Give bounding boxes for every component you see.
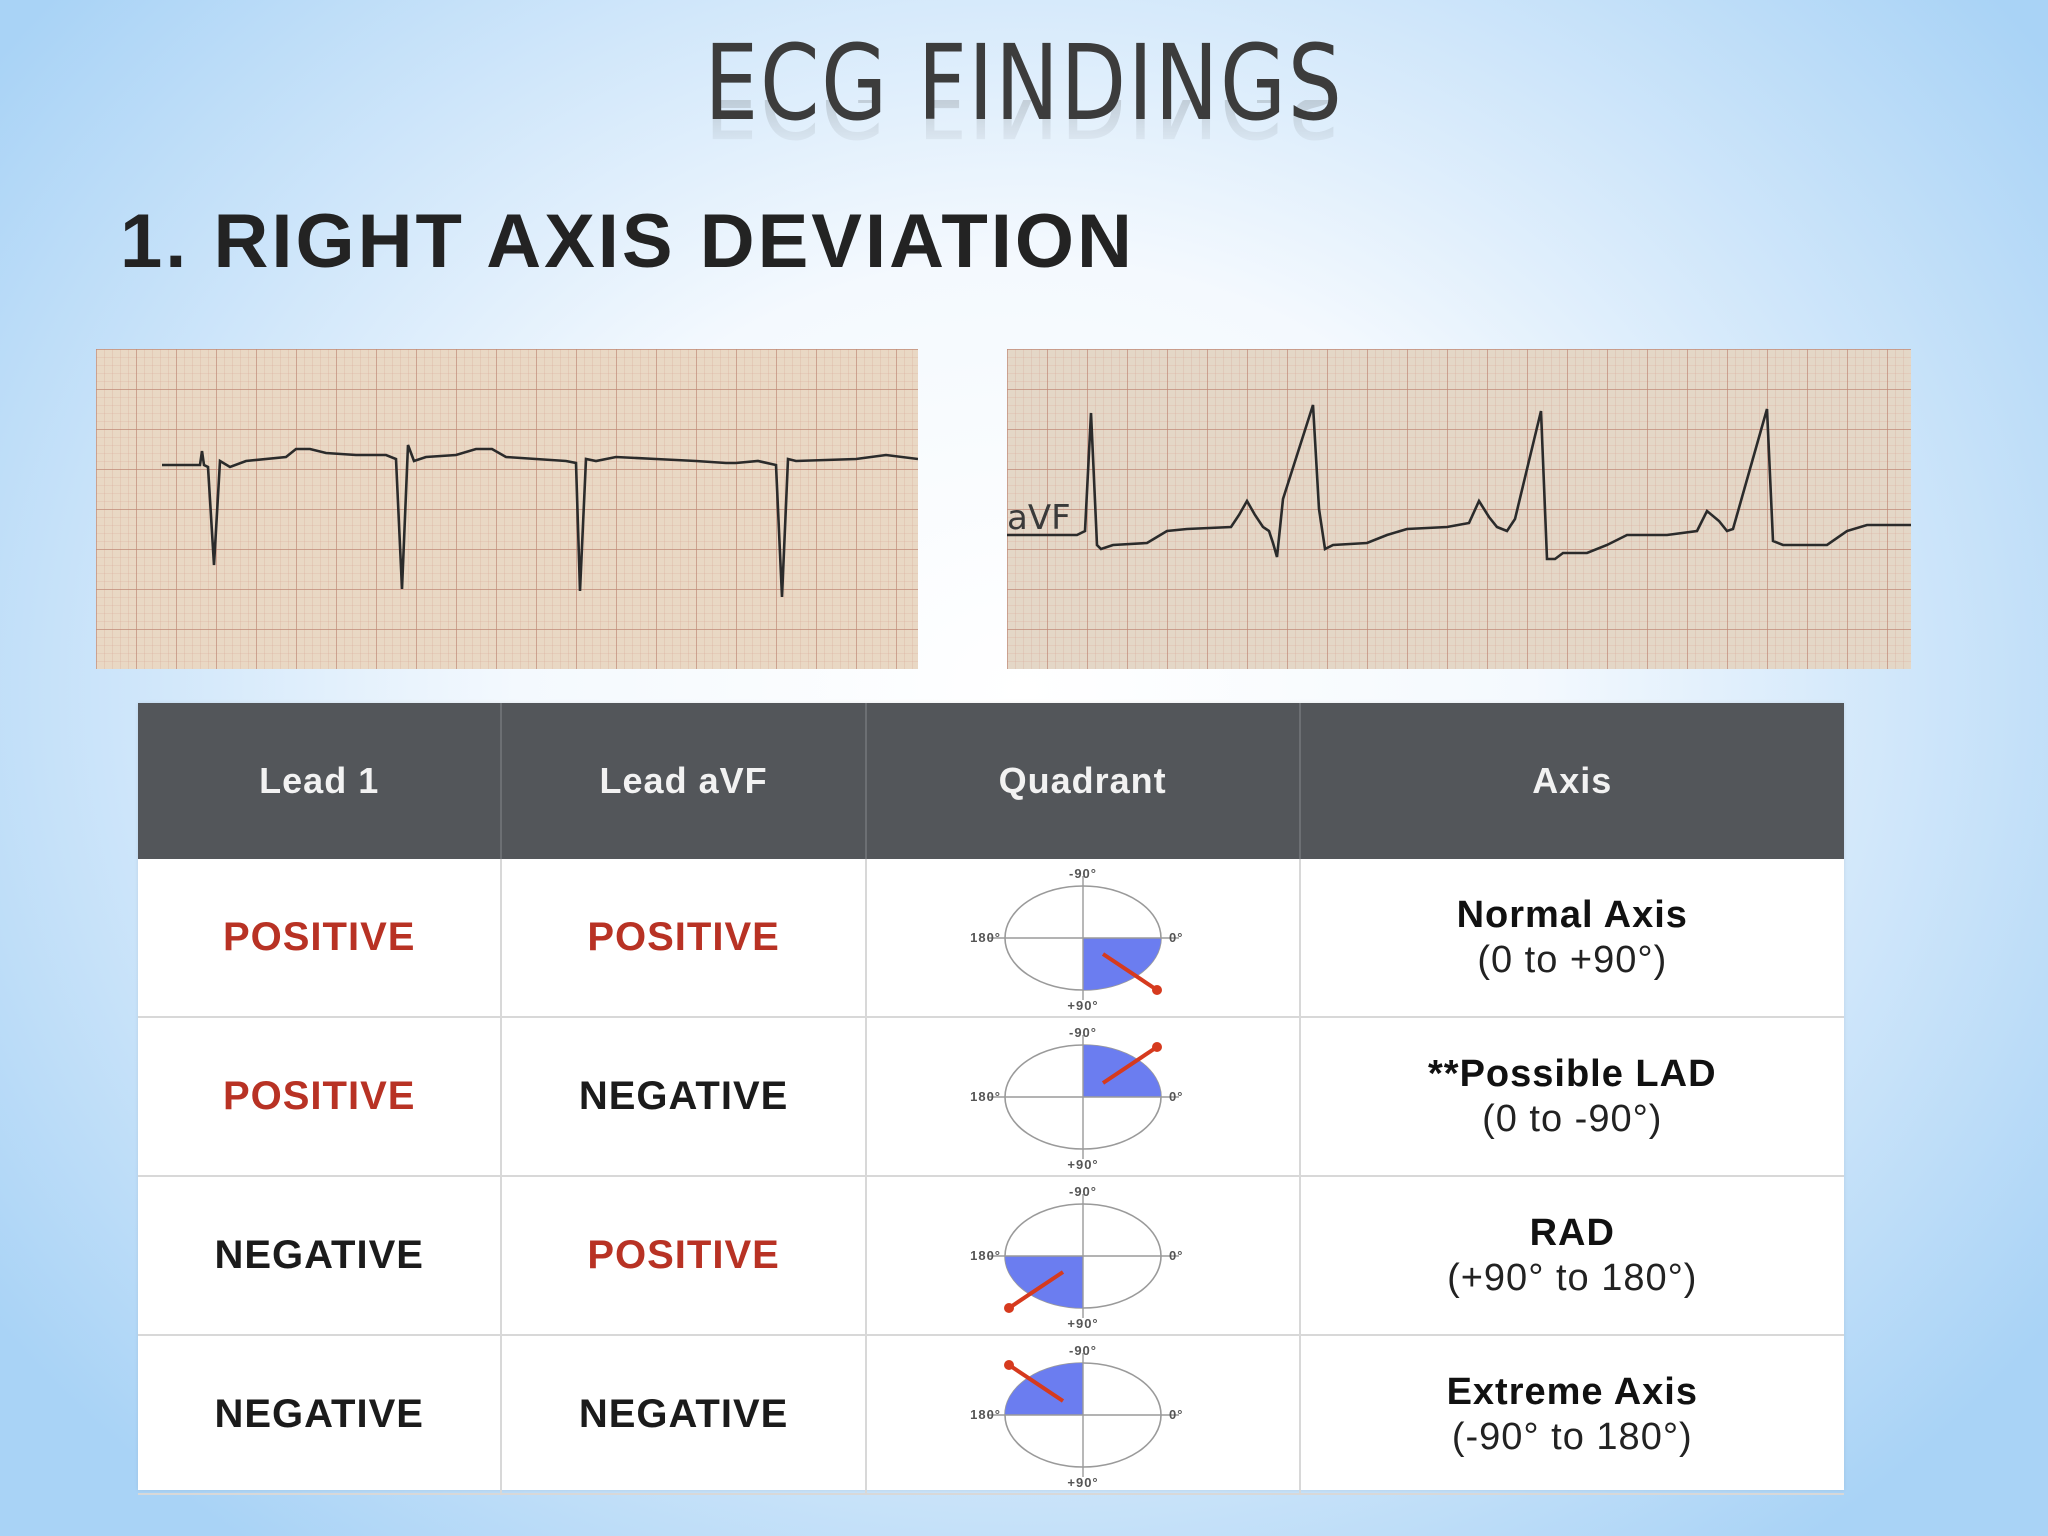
lead-avf-text: POSITIVE [587, 1233, 780, 1277]
quadrant-dial-icon: -90° +90° 180° 0° [970, 1025, 1183, 1172]
axis-range: (+90° to 180°) [1447, 1256, 1698, 1299]
table-header-row: Lead 1 Lead aVF Quadrant Axis [138, 703, 1844, 859]
table-row: NEGATIVE POSITIVE -90° +90° 180° 0° RAD (+90° t… [138, 1176, 1844, 1336]
axis-cell: **Possible LAD (0 to -90°) [1299, 1017, 1844, 1177]
dial-label-top: -90° [1069, 1343, 1097, 1358]
lead-1-value: POSITIVE [138, 859, 503, 1018]
axis-cell: Normal Axis (0 to +90°) [1299, 859, 1844, 1018]
lead-1-value: NEGATIVE [138, 1335, 503, 1495]
quadrant-dial-icon: -90° +90° 180° 0° [970, 866, 1183, 1013]
quadrant-cell: -90° +90° 180° 0° [865, 1335, 1301, 1495]
slide-subtitle: 1. RIGHT AXIS DEVIATION [120, 199, 1135, 284]
axis-cell: Extreme Axis (-90° to 180°) [1299, 1335, 1844, 1495]
ecg-trace-left [162, 444, 918, 598]
dial-label-top: -90° [1069, 866, 1097, 881]
lead-avf-value: NEGATIVE [501, 1017, 867, 1177]
dial-label-left: 180° [970, 930, 1001, 945]
ecg-strip-lead-1 [96, 349, 918, 669]
dial-label-right: 0° [1169, 930, 1183, 945]
lead-avf-value: POSITIVE [501, 859, 867, 1018]
dial-label-bottom: +90° [1067, 1157, 1098, 1172]
dial-label-top: -90° [1069, 1025, 1097, 1040]
ecg-trace-right [1007, 404, 1911, 561]
lead-1-text: NEGATIVE [214, 1392, 424, 1436]
dial-label-bottom: +90° [1067, 1475, 1098, 1490]
dial-label-right: 0° [1169, 1248, 1183, 1263]
lead-avf-text: POSITIVE [587, 915, 780, 959]
header-lead-avf: Lead aVF [501, 703, 867, 859]
table-row: NEGATIVE NEGATIVE -90° +90° 180° 0° Extreme Ax… [138, 1335, 1844, 1495]
header-axis: Axis [1299, 703, 1844, 859]
quadrant-cell: -90° +90° 180° 0° [865, 1176, 1301, 1336]
header-lead-1: Lead 1 [138, 703, 503, 859]
dial-label-right: 0° [1169, 1089, 1183, 1104]
dial-label-left: 180° [970, 1089, 1001, 1104]
dial-label-top: -90° [1069, 1184, 1097, 1199]
lead-avf-text: NEGATIVE [578, 1392, 789, 1436]
lead-1-value: NEGATIVE [138, 1176, 503, 1336]
ecg-lead-label-avf: aVF [1007, 498, 1071, 538]
dial-label-right: 0° [1169, 1407, 1183, 1422]
axis-cell: RAD (+90° to 180°) [1299, 1176, 1844, 1336]
quadrant-dial-icon: -90° +90° 180° 0° [970, 1184, 1183, 1331]
axis-range: (-90° to 180°) [1451, 1415, 1693, 1458]
lead-avf-value: POSITIVE [501, 1176, 867, 1336]
slide-title: ECG FINDINGS [704, 22, 1344, 144]
axis-name: Extreme Axis [1446, 1370, 1698, 1413]
axis-table: Lead 1 Lead aVF Quadrant Axis POSITIVE PO… [138, 703, 1844, 1495]
axis-range: (0 to +90°) [1477, 938, 1668, 981]
dial-label-left: 180° [970, 1248, 1001, 1263]
ecg-strip-lead-avf: aVF [1007, 349, 1911, 669]
dial-label-bottom: +90° [1067, 1316, 1098, 1331]
lead-1-text: POSITIVE [222, 915, 416, 959]
quadrant-cell: -90° +90° 180° 0° [865, 859, 1301, 1018]
axis-range: (0 to -90°) [1482, 1097, 1663, 1140]
lead-avf-text: NEGATIVE [578, 1074, 789, 1118]
header-quadrant: Quadrant [865, 703, 1301, 859]
slide-title-reflection: ECG FINDINGS [184, 100, 1863, 160]
lead-avf-value: NEGATIVE [501, 1335, 867, 1495]
quadrant-dial-icon: -90° +90° 180° 0° [970, 1343, 1183, 1490]
lead-1-value: POSITIVE [138, 1017, 503, 1177]
dial-label-bottom: +90° [1067, 998, 1098, 1013]
axis-name: RAD [1529, 1211, 1615, 1254]
lead-1-text: NEGATIVE [214, 1233, 424, 1277]
lead-1-text: POSITIVE [222, 1074, 416, 1118]
dial-label-left: 180° [970, 1407, 1001, 1422]
table-row: POSITIVE POSITIVE -90° +90° 180° 0° Normal Axi… [138, 859, 1844, 1018]
table-row: POSITIVE NEGATIVE -90° +90° 180° 0° **Possible… [138, 1017, 1844, 1177]
axis-name: **Possible LAD [1428, 1052, 1717, 1095]
axis-grid: Lead 1 Lead aVF Quadrant Axis POSITIVE PO… [138, 703, 1844, 1495]
axis-name: Normal Axis [1456, 893, 1688, 936]
quadrant-cell: -90° +90° 180° 0° [865, 1017, 1301, 1177]
